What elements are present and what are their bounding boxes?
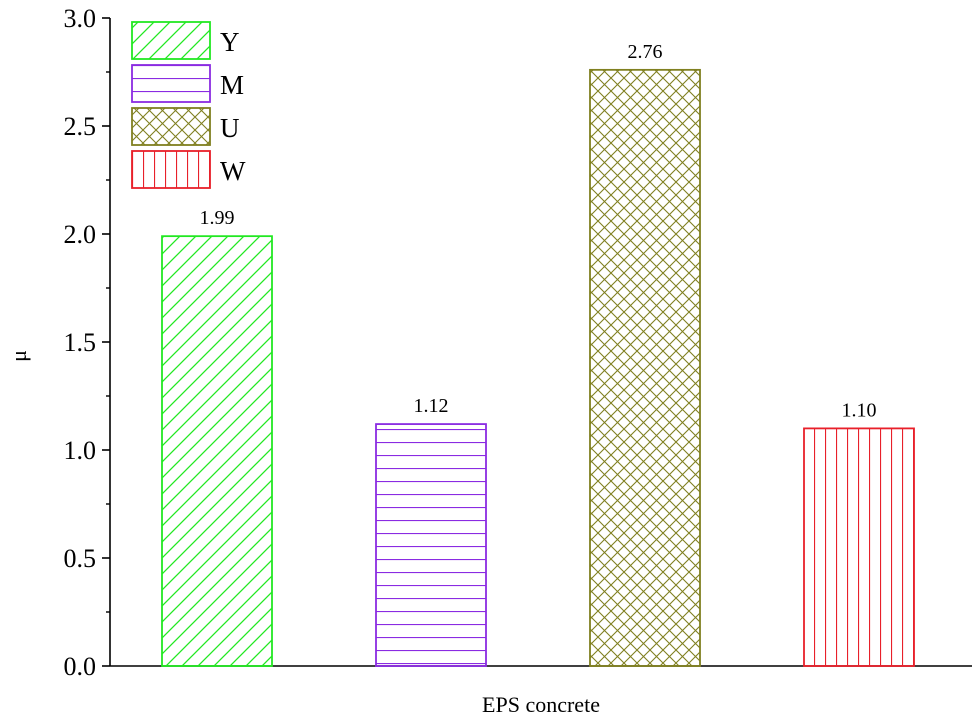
- value-label-y: 1.99: [200, 207, 235, 229]
- legend-swatch-y: [131, 21, 211, 60]
- legend-label-y: Y: [220, 27, 240, 57]
- value-labels: 1.99 1.12 2.76 1.10: [200, 41, 877, 422]
- y-tick-label: 0.5: [64, 544, 97, 573]
- y-tick-label: 0.0: [64, 652, 97, 681]
- legend-swatch-m: [131, 64, 211, 103]
- y-tick-label: 3.0: [64, 4, 97, 33]
- x-axis-title: EPS concrete: [482, 692, 600, 717]
- y-axis-title: μ: [6, 350, 31, 362]
- y-tick-label: 1.0: [64, 436, 97, 465]
- y-tick-label: 2.5: [64, 112, 97, 141]
- value-label-m: 1.12: [414, 395, 449, 417]
- y-tick-label: 2.0: [64, 220, 97, 249]
- bar-u: [589, 68, 701, 667]
- y-ticks: 0.0 0.5 1.0 1.5 2.0 2.5 3.0: [64, 4, 110, 681]
- legend-label-w: W: [220, 156, 246, 186]
- value-label-w: 1.10: [842, 399, 877, 421]
- bar-w: [803, 427, 915, 667]
- legend-swatch-w: [131, 150, 211, 189]
- bar-y: [161, 235, 273, 667]
- legend-swatch-u: [131, 107, 211, 146]
- legend-label-u: U: [220, 113, 240, 143]
- value-label-u: 2.76: [628, 41, 663, 63]
- bar-m: [375, 423, 487, 667]
- legend-label-m: M: [220, 70, 244, 100]
- bars: [161, 68, 915, 667]
- y-tick-label: 1.5: [64, 328, 97, 357]
